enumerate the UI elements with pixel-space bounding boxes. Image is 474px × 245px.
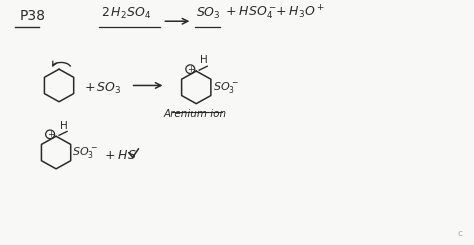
Text: $SO_3$: $SO_3$ bbox=[196, 6, 221, 21]
Text: $2\,H_2SO_4$: $2\,H_2SO_4$ bbox=[101, 6, 151, 21]
Text: $+\;HSO_4^-$: $+\;HSO_4^-$ bbox=[225, 5, 277, 21]
Text: $+\,SO_3$: $+\,SO_3$ bbox=[84, 81, 121, 96]
Text: $SO_3^-$: $SO_3^-$ bbox=[213, 80, 239, 95]
Text: $SO_3^-$: $SO_3^-$ bbox=[72, 145, 98, 160]
Text: Arenium ion: Arenium ion bbox=[164, 110, 227, 119]
Text: +: + bbox=[187, 65, 194, 74]
Text: H: H bbox=[60, 121, 68, 131]
Text: $+\;H_3O^+$: $+\;H_3O^+$ bbox=[275, 4, 325, 21]
Text: +: + bbox=[46, 130, 54, 139]
Text: $+\;HS$: $+\;HS$ bbox=[104, 149, 137, 162]
Text: c: c bbox=[458, 229, 463, 238]
Text: H: H bbox=[200, 55, 208, 65]
Text: P38: P38 bbox=[19, 9, 46, 23]
